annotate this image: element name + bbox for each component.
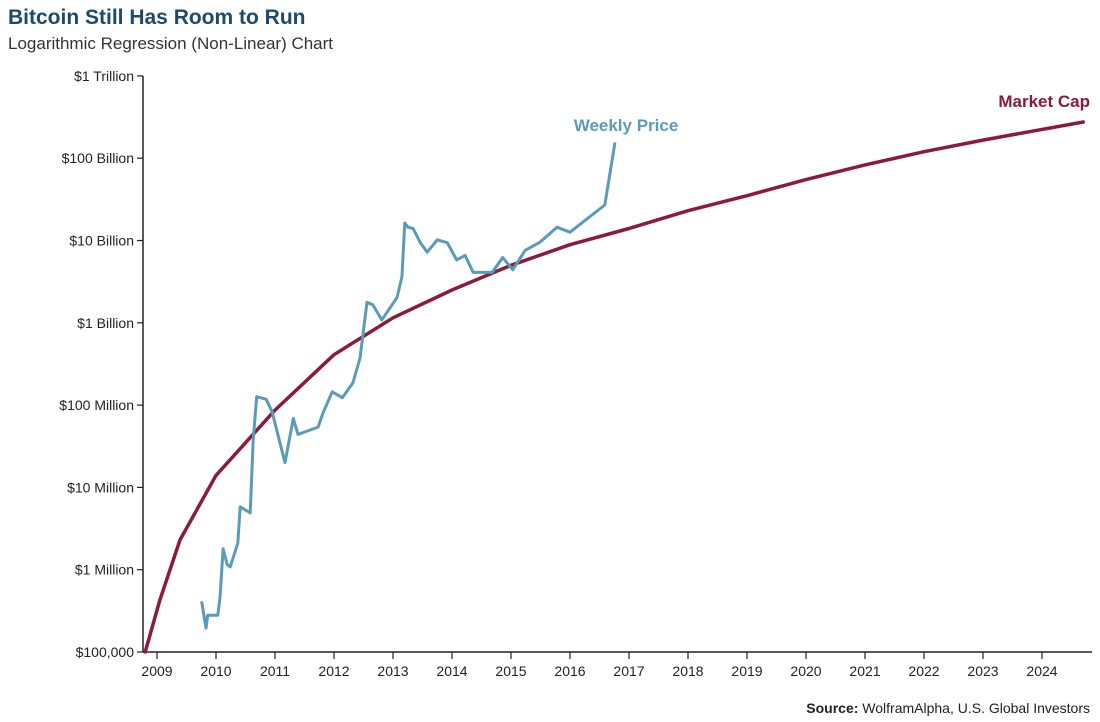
x-axis: 2009 2010 2011 2012 2013 2014 2015 2016 2017 2018…: [141, 651, 1092, 679]
x-tick-label: 2020: [790, 663, 821, 679]
source-note: Source: WolframAlpha, U.S. Global Invest…: [806, 700, 1090, 716]
x-tick-label: 2023: [967, 663, 998, 679]
x-tick-label: 2012: [318, 663, 349, 679]
y-tick-label: $1 Trillion: [74, 68, 134, 84]
y-axis: $100,000 $1 Million $10 Million $100 Millio…: [59, 68, 144, 660]
x-tick-label: 2014: [436, 663, 467, 679]
y-tick-label: $100 Million: [59, 397, 134, 413]
x-tick-label: 2019: [731, 663, 762, 679]
y-tick-label: $10 Billion: [69, 233, 134, 249]
x-tick-label: 2024: [1026, 663, 1057, 679]
series-label-weekly-price: Weekly Price: [574, 116, 679, 135]
x-tick-label: 2010: [200, 663, 231, 679]
series-line-weekly-price: [200, 142, 617, 630]
chart-subtitle: Logarithmic Regression (Non-Linear) Char…: [8, 34, 334, 53]
y-tick-label: $10 Million: [67, 479, 134, 495]
y-tick-label: $1 Billion: [77, 315, 134, 331]
x-tick-label: 2022: [908, 663, 939, 679]
y-tick-label: $1 Million: [75, 562, 134, 578]
source-text: WolframAlpha, U.S. Global Investors: [862, 700, 1090, 716]
y-tick-label: $100,000: [76, 644, 135, 660]
x-tick-label: 2017: [613, 663, 644, 679]
chart-title: Bitcoin Still Has Room to Run: [8, 6, 306, 29]
series-lines: [143, 120, 1086, 654]
x-tick-label: 2015: [495, 663, 526, 679]
x-tick-label: 2016: [554, 663, 585, 679]
x-tick-label: 2013: [377, 663, 408, 679]
series-label-market-cap: Market Cap: [998, 92, 1090, 111]
source-label: Source:: [806, 700, 859, 716]
x-tick-label: 2011: [260, 663, 290, 679]
y-tick-label: $100 Billion: [62, 150, 134, 166]
x-tick-label: 2009: [141, 663, 172, 679]
x-tick-label: 2018: [672, 663, 703, 679]
x-tick-label: 2021: [849, 663, 880, 679]
series-line-market-cap: [143, 120, 1086, 654]
